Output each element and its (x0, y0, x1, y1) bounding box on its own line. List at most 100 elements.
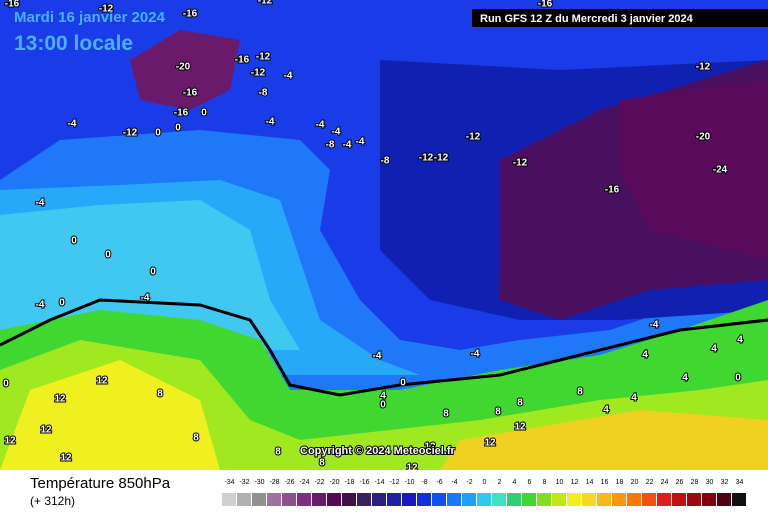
legend-value: 18 (616, 479, 624, 486)
contour-label: 4 (642, 350, 648, 361)
legend-swatch (642, 493, 656, 506)
legend-swatch (507, 493, 521, 506)
contour-label: -8 (326, 140, 335, 151)
legend-swatch (252, 493, 266, 506)
legend-value: -4 (451, 479, 457, 486)
contour-label: 8 (495, 407, 501, 418)
contour-label: -4 (650, 320, 659, 331)
legend-value: -30 (254, 479, 264, 486)
legend-swatch (477, 493, 491, 506)
legend-swatch (597, 493, 611, 506)
contour-label: -12 (466, 132, 481, 143)
date: Mardi 16 janvier 2024 (14, 9, 166, 26)
contour-label: -12 (256, 52, 271, 63)
legend-value: 28 (691, 479, 699, 486)
legend-swatch (297, 493, 311, 506)
contour-label: 0 (71, 236, 77, 247)
legend-swatch (327, 493, 341, 506)
contour-label: -12 (513, 158, 528, 169)
legend-value: -34 (224, 479, 234, 486)
legend-swatch (687, 493, 701, 506)
freezing-contour (0, 298, 768, 397)
legend-swatch (417, 493, 431, 506)
legend-value: 24 (661, 479, 669, 486)
legend-value: -18 (344, 479, 354, 486)
legend-scale: -34 -32 -30 -28 -26 -24 -22 -20 -18 -16 -14 -12 -10-… (222, 479, 746, 506)
contour-label: 4 (682, 373, 688, 384)
contour-label: -8 (381, 156, 390, 167)
legend-swatch (432, 493, 446, 506)
legend-value: -2 (466, 479, 472, 486)
contour-label: 12 (60, 453, 72, 464)
contour-label: -12 (434, 153, 449, 164)
legend-swatch (372, 493, 386, 506)
contour-label: 0 (400, 378, 406, 389)
contour-label: -8 (259, 88, 268, 99)
legend-value: 10 (556, 479, 564, 486)
zone (0, 360, 220, 470)
contour-label: 8 (443, 409, 449, 420)
legend-swatch (492, 493, 506, 506)
legend-value: 4 (513, 479, 517, 486)
contour-label: -16 (235, 55, 250, 66)
contour-label: -4 (68, 119, 77, 130)
contour-label: -4 (36, 198, 45, 209)
contour-label: 12 (514, 422, 526, 433)
legend-value: 34 (736, 479, 744, 486)
legend-swatch (237, 493, 251, 506)
contour-label: -12 (123, 128, 138, 139)
contour-label: 0 (150, 267, 156, 278)
contour-label: -4 (332, 127, 341, 138)
contour-label: 8 (577, 387, 583, 398)
contour-label: -16 (183, 9, 198, 20)
zone (130, 30, 240, 110)
legend-swatch (447, 493, 461, 506)
legend-swatch (402, 493, 416, 506)
contour-label: -16 (605, 185, 620, 196)
legend-swatch (732, 493, 746, 506)
contour-label: 0 (175, 123, 181, 134)
legend-value: -12 (389, 479, 399, 486)
contour-label: 8 (275, 447, 281, 458)
contour-label: 4 (737, 335, 743, 346)
contour-label: -24 (713, 165, 728, 176)
legend-value: -28 (269, 479, 279, 486)
contour-label: 12 (54, 394, 66, 405)
contour-label: -4 (284, 71, 293, 82)
copyright: Copyright © 2024 Meteociel.fr (300, 445, 456, 457)
contour-label: 8 (517, 398, 523, 409)
legend-title: Température 850hPa (30, 475, 171, 492)
contour-label: -4 (141, 293, 150, 304)
contour-label: -20 (176, 62, 191, 73)
legend-swatch (282, 493, 296, 506)
legend-swatch (537, 493, 551, 506)
contour-label: -4 (471, 349, 480, 360)
contour-label: -4 (316, 120, 325, 131)
zone (620, 80, 768, 260)
contour-label: -12 (99, 4, 114, 15)
contour-label: 0 (59, 298, 65, 309)
legend-value: 2 (498, 479, 502, 486)
contour-label: -12 (696, 62, 711, 73)
legend-value: 26 (676, 479, 684, 486)
contour-label: -16 (174, 108, 189, 119)
legend-value: 12 (571, 479, 579, 486)
contour-label: 12 (484, 438, 496, 449)
legend-value: 16 (601, 479, 609, 486)
contour-label: -4 (266, 117, 275, 128)
contour-label: 0 (3, 379, 9, 390)
legend-swatch (222, 493, 236, 506)
contour-label: -20 (696, 132, 711, 143)
contour-label: -16 (183, 88, 198, 99)
legend-value: -24 (299, 479, 309, 486)
legend-swatch (582, 493, 596, 506)
contour-label: -4 (356, 137, 365, 148)
contour-label: 12 (4, 436, 16, 447)
legend-swatch (612, 493, 626, 506)
legend-swatch (522, 493, 536, 506)
contour-label: -4 (373, 351, 382, 362)
contour-label: 4 (380, 391, 386, 402)
legend-swatch (462, 493, 476, 506)
legend-swatch (552, 493, 566, 506)
